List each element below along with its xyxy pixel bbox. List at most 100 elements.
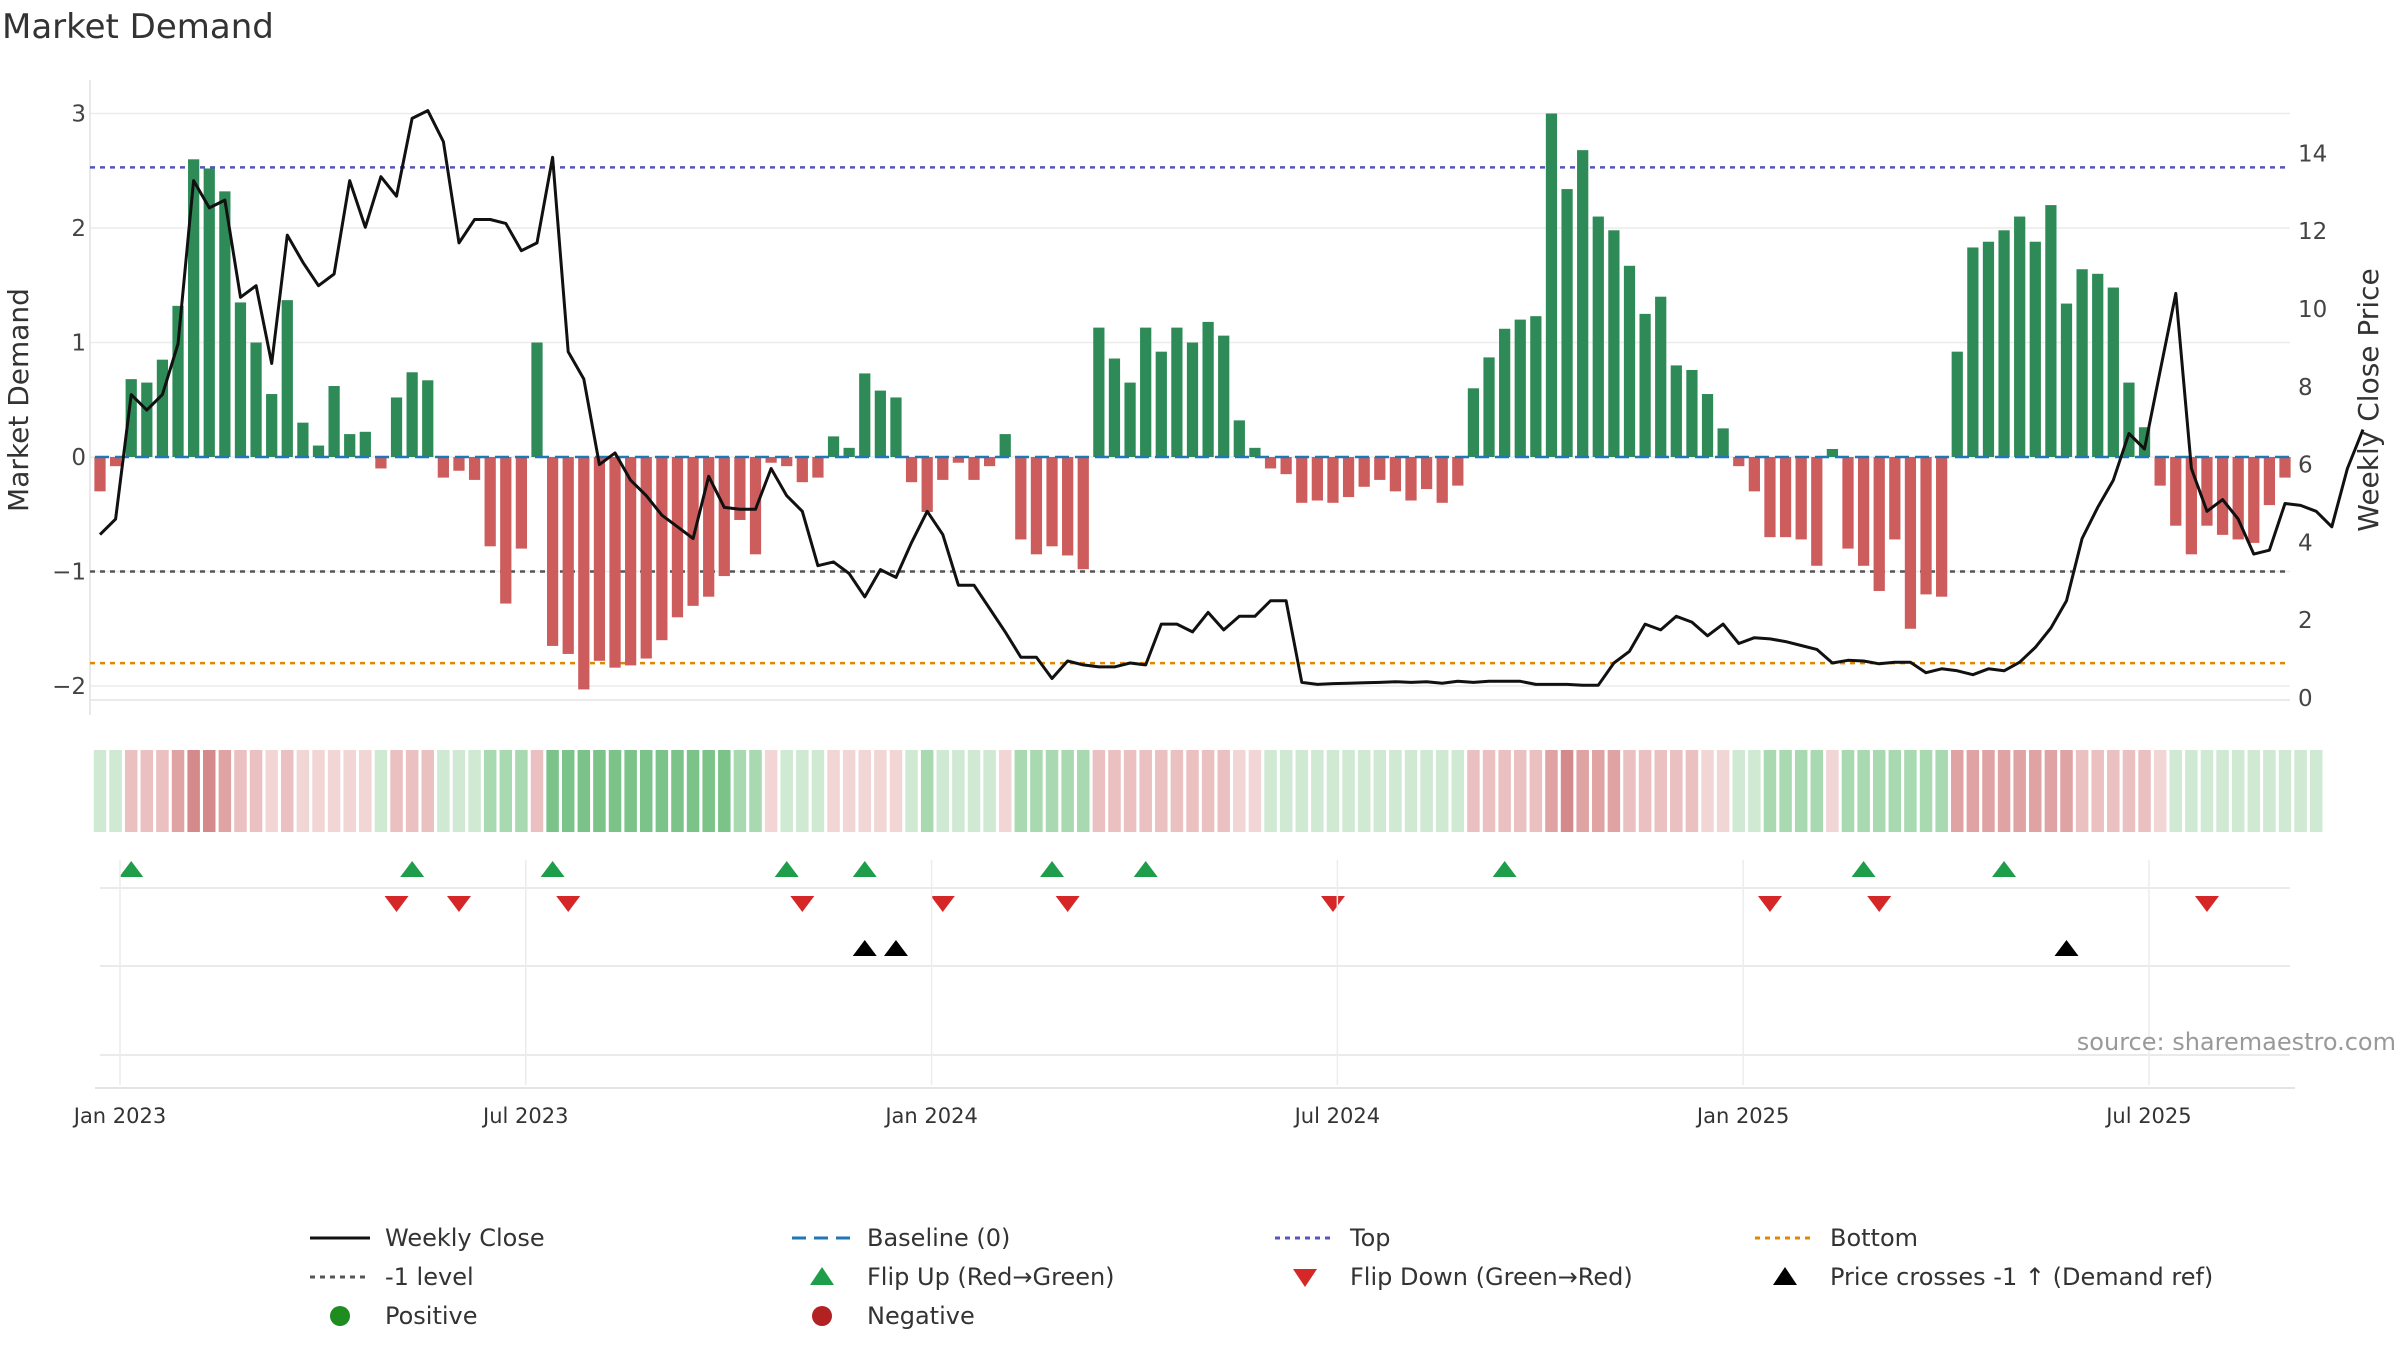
heat-cell	[686, 750, 700, 832]
heat-cell	[124, 750, 138, 832]
heat-cell	[811, 750, 825, 832]
demand-bar	[1795, 457, 1807, 540]
demand-bar	[375, 457, 387, 469]
legend-item: Negative	[812, 1302, 975, 1330]
demand-bar	[500, 457, 512, 604]
demand-bar	[656, 457, 668, 641]
demand-bar	[234, 302, 247, 457]
demand-bar	[1327, 457, 1339, 503]
demand-bar	[1701, 394, 1714, 457]
weekly-close-line	[98, 109, 2365, 687]
heat-cell	[842, 750, 856, 832]
demand-bar	[1623, 265, 1636, 457]
demand-bar	[562, 457, 574, 654]
demand-bar	[578, 457, 590, 690]
demand-bar	[297, 422, 309, 457]
heat-cell	[1295, 750, 1308, 832]
heat-cell	[343, 750, 356, 832]
legend-label: Positive	[385, 1302, 478, 1330]
heat-cell	[2169, 750, 2182, 832]
heat-cell	[327, 750, 341, 832]
y-tick-label: −1	[52, 560, 86, 586]
demand-bars	[94, 113, 2291, 690]
heat-cell	[858, 750, 871, 832]
flip-up-marker	[852, 861, 877, 877]
demand-bar	[266, 394, 278, 457]
y-tick-label: 0	[71, 445, 86, 471]
heat-cell	[2153, 750, 2167, 832]
heat-cell	[998, 750, 1012, 832]
demand-bar	[1951, 351, 1963, 457]
heat-cell	[827, 750, 840, 832]
heat-cell	[1857, 750, 1870, 832]
demand-bar	[1779, 457, 1792, 538]
demand-bar	[468, 457, 481, 480]
legend-swatch-marker	[1293, 1269, 1317, 1287]
heat-cell	[1904, 750, 1917, 832]
heat-cell	[234, 750, 247, 832]
demand-bar	[2029, 241, 2041, 457]
heat-cell	[2122, 750, 2136, 832]
heat-cell	[1779, 750, 1792, 832]
demand-bar	[937, 457, 949, 480]
heat-cell	[452, 750, 466, 832]
y-tick-label: 3	[71, 102, 86, 128]
demand-bar	[1904, 457, 1917, 629]
demand-bar	[1748, 457, 1760, 492]
legend-item: Flip Down (Green→Red)	[1293, 1263, 1633, 1291]
demand-bar	[328, 386, 340, 457]
legend-item: Baseline (0)	[792, 1224, 1010, 1252]
flip-down-marker	[1757, 896, 1782, 912]
heat-cell	[796, 750, 809, 832]
demand-bar	[1639, 313, 1651, 457]
flip-up-marker	[400, 861, 425, 877]
demand-bar	[1764, 457, 1776, 538]
demand-bar	[94, 457, 106, 492]
heat-cell	[1342, 750, 1355, 832]
heat-cell	[1248, 750, 1262, 832]
demand-bar	[1218, 335, 1230, 457]
x-tick-label: Jul 2023	[481, 1104, 568, 1128]
heat-cell	[1233, 750, 1246, 832]
heat-cell	[1123, 750, 1137, 832]
demand-bar	[1405, 457, 1417, 501]
flip-up-marker	[1992, 861, 2017, 877]
heat-cell	[1467, 750, 1480, 832]
heat-cell	[702, 750, 715, 832]
demand-bar	[1108, 358, 1121, 457]
heat-cell	[733, 750, 747, 832]
flip-down-marker	[1055, 896, 1080, 912]
heat-cell	[312, 750, 325, 832]
heat-cell	[1155, 750, 1168, 832]
heat-cell	[1826, 750, 1839, 832]
cross-marker	[2054, 940, 2079, 956]
heat-cell	[920, 750, 934, 832]
heat-cell	[1092, 750, 1106, 832]
demand-bar	[437, 457, 449, 478]
demand-bar	[2279, 457, 2291, 478]
heat-cell	[1982, 750, 1995, 832]
heat-cell	[156, 750, 169, 832]
demand-bar	[250, 342, 262, 457]
heat-cell	[2231, 750, 2245, 832]
heat-cell	[2060, 750, 2073, 832]
heat-cell	[1357, 750, 1371, 832]
demand-bar	[1826, 448, 1839, 457]
heat-cell	[608, 750, 622, 832]
heat-cell	[1576, 750, 1589, 832]
demand-bar	[2185, 457, 2197, 555]
demand-bar	[999, 434, 1011, 457]
heat-cell	[1654, 750, 1667, 832]
demand-bar	[1093, 327, 1105, 457]
demand-bar	[1717, 428, 1729, 457]
demand-bar	[1530, 316, 1542, 457]
flip-up-marker	[774, 861, 799, 877]
legend-swatch-marker	[810, 1267, 834, 1285]
legend-item: Bottom	[1755, 1224, 1918, 1252]
demand-bar	[593, 457, 606, 661]
legend: Weekly Close Baseline (0) Top Bottom -1 leve…	[310, 1224, 2213, 1330]
flip-down-marker	[790, 896, 815, 912]
heat-cell	[483, 750, 497, 832]
demand-bar	[1233, 420, 1245, 457]
heat-cell	[764, 750, 778, 832]
